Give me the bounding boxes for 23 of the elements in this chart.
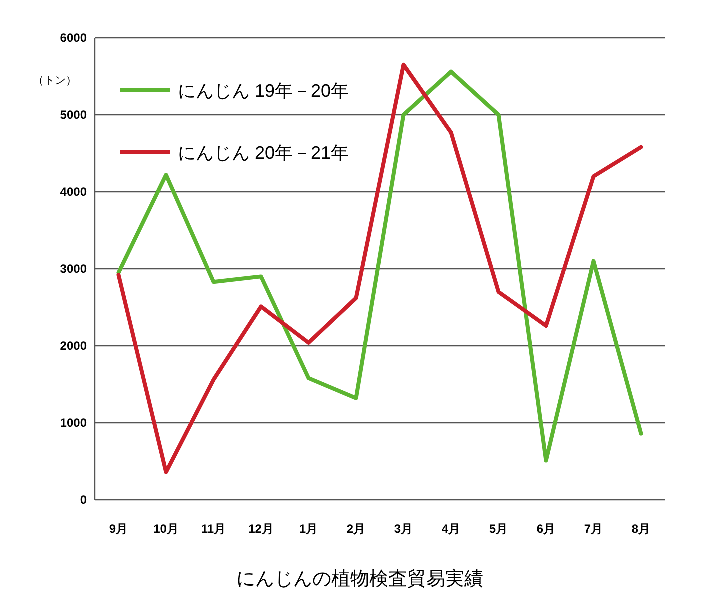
x-tick-label: 8月: [632, 522, 651, 536]
x-tick-label: 3月: [394, 522, 414, 536]
y-tick-label: 1000: [60, 416, 88, 430]
y-tick-label: 6000: [60, 31, 88, 45]
x-tick-label: 11月: [201, 522, 226, 536]
y-tick-label: 0: [80, 493, 88, 507]
y-tick-label: 5000: [60, 108, 88, 122]
y-tick-label: 3000: [60, 262, 88, 276]
x-tick-label: 5月: [489, 522, 508, 536]
legend-label: にんじん 19年－20年: [178, 81, 350, 101]
text: にんじんの植物検査貿易実績: [236, 568, 484, 590]
x-tick-label: 6月: [536, 522, 556, 536]
y-tick-label: 2000: [60, 339, 88, 353]
x-tick-label: 9月: [109, 522, 128, 536]
y-axis-title: （トン）: [33, 75, 77, 87]
x-tick-label: 10月: [154, 522, 179, 536]
x-tick-label: 12月: [248, 522, 274, 536]
legend-label: にんじん 20年－21年: [178, 143, 350, 163]
x-tick-label: 7月: [584, 522, 604, 536]
x-tick-label: 2月: [346, 522, 366, 536]
x-tick-label: 4月: [442, 522, 461, 536]
x-tick-label: 1月: [299, 522, 318, 536]
y-tick-label: 4000: [60, 185, 88, 199]
